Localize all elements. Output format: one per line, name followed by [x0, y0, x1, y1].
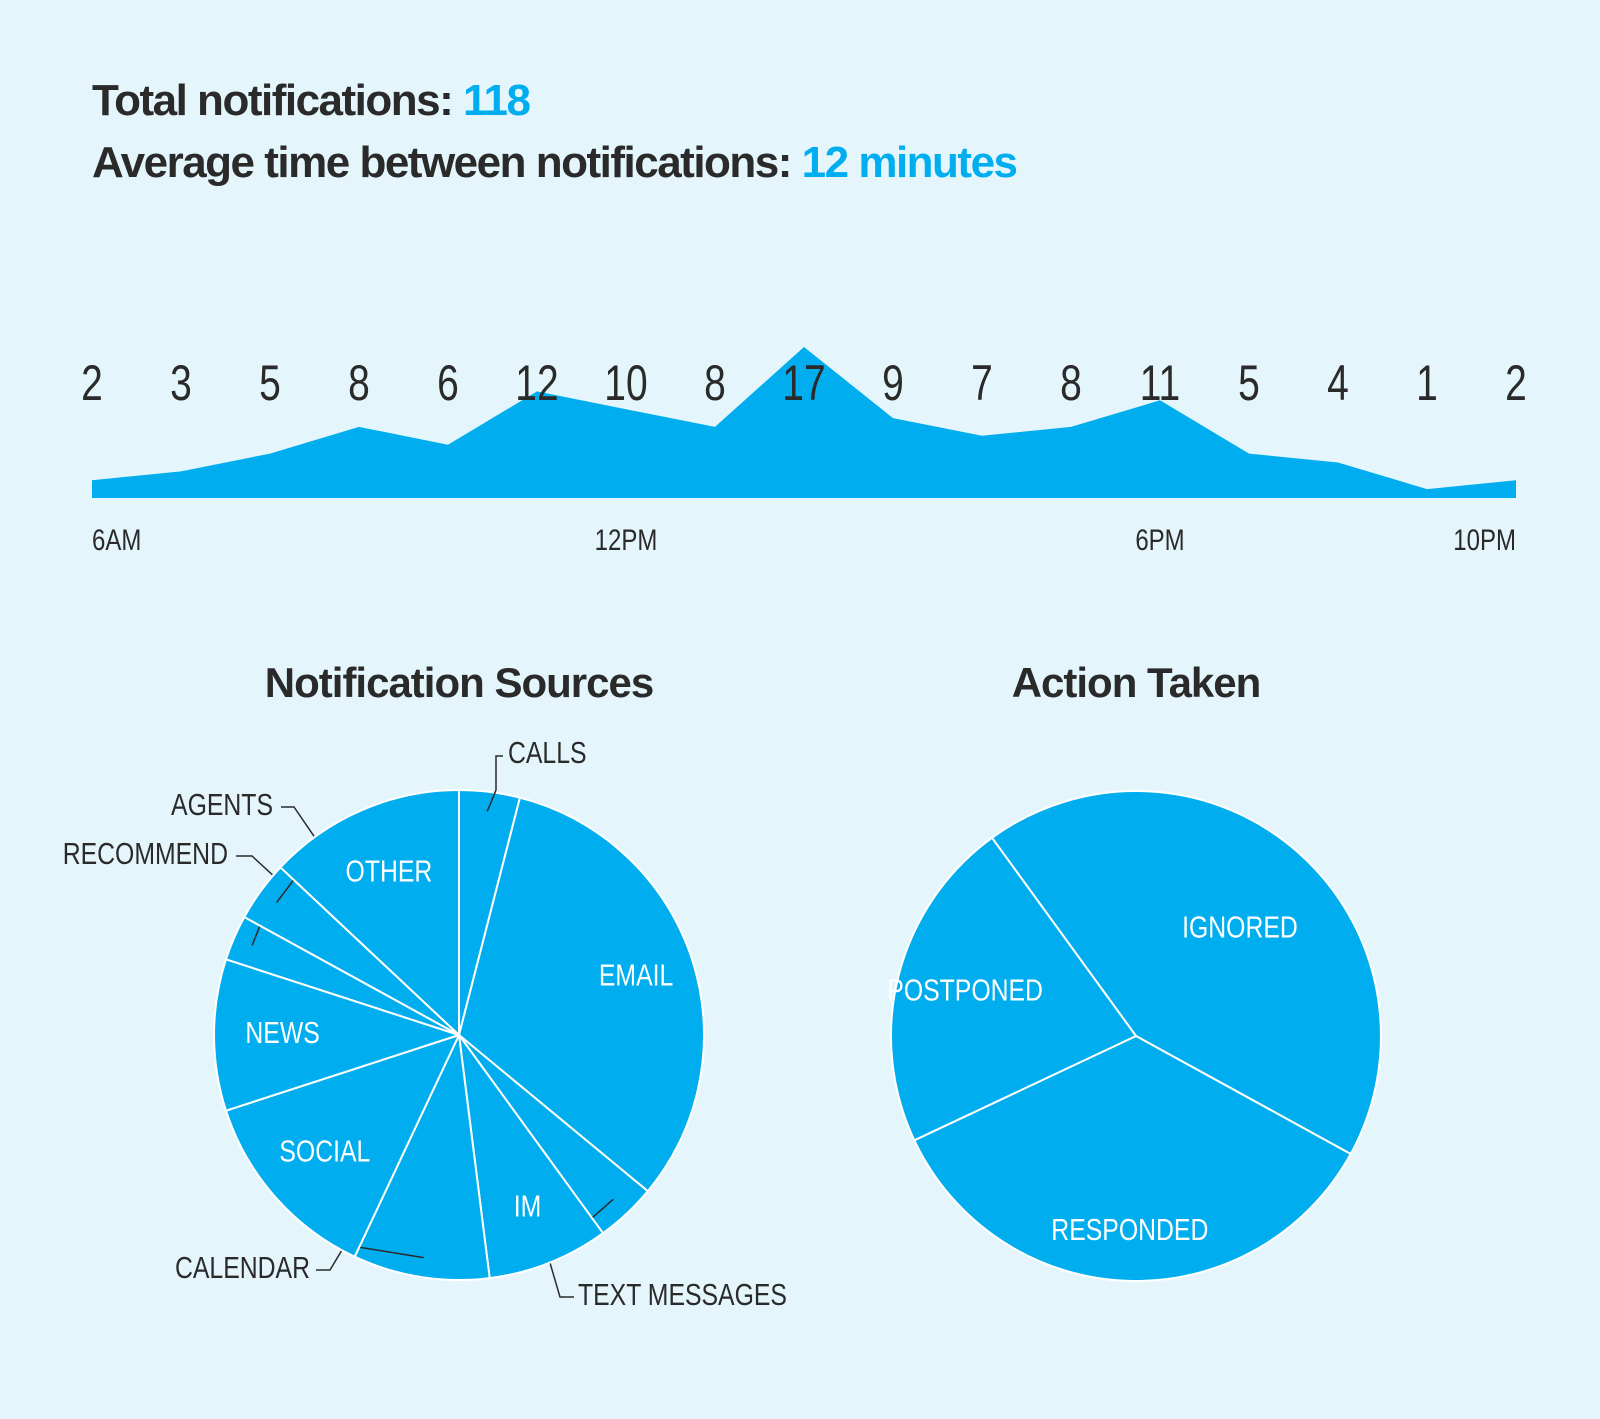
- slice-label: IM: [514, 1189, 542, 1223]
- x-tick-label: 10PM: [1453, 522, 1516, 556]
- slice-label: SOCIAL: [279, 1134, 370, 1168]
- slice-label: CALENDAR: [175, 1251, 310, 1285]
- area-value-label: 2: [1505, 354, 1527, 411]
- total-notifications-label: Total notifications:: [92, 76, 454, 125]
- slice-label: NEWS: [245, 1016, 319, 1050]
- area-value-label: 9: [882, 354, 904, 411]
- slice-label: OTHER: [346, 854, 433, 888]
- slice-label: TEXT MESSAGES: [578, 1278, 787, 1312]
- leader-line: [316, 1244, 424, 1271]
- slice-label: RESPONDED: [1051, 1212, 1208, 1246]
- x-tick-label: 12PM: [595, 522, 658, 556]
- action-taken-chart: Action Taken IGNORED RESPONDED POSTPONED: [887, 659, 1382, 1282]
- average-time-label: Average time between notifications:: [92, 138, 792, 187]
- average-time-stat: Average time between notifications: 12 m…: [92, 132, 1018, 194]
- area-value-label: 1: [1416, 354, 1438, 411]
- slice-label: EMAIL: [599, 958, 673, 992]
- slice-label: POSTPONED: [887, 973, 1043, 1007]
- x-tick-label: 6PM: [1135, 522, 1184, 556]
- pie-slice-postponed: [890, 836, 1137, 1142]
- area-value-label: 6: [437, 354, 459, 411]
- area-value-label: 7: [971, 354, 993, 411]
- area-value-label: 11: [1140, 354, 1180, 411]
- pie-slice-ignored: [991, 790, 1382, 1155]
- pie-title: Notification Sources: [265, 659, 653, 706]
- total-notifications-stat: Total notifications: 118: [92, 70, 1017, 132]
- area-value-label: 2: [81, 354, 103, 411]
- total-notifications-value: 118: [463, 76, 531, 125]
- area-value-label: 17: [782, 354, 825, 411]
- area-value-label: 3: [170, 354, 192, 411]
- pie-slice-news: [213, 958, 460, 1112]
- leader-line: [486, 755, 503, 812]
- area-value-label: 5: [1238, 354, 1260, 411]
- x-tick-label: 6AM: [92, 522, 141, 556]
- pie-slice-email: [458, 796, 706, 1193]
- area-value-label: 5: [259, 354, 281, 411]
- notifications-area: [92, 347, 1516, 498]
- slice-label: RECOMMEND: [63, 837, 228, 871]
- pie-slice-social: [225, 1034, 460, 1258]
- pie-title: Action Taken: [1012, 659, 1261, 706]
- area-value-label: 8: [704, 354, 726, 411]
- area-value-label: 8: [1060, 354, 1082, 411]
- average-time-value: 12 minutes: [801, 138, 1018, 187]
- pie-slice-im: [458, 1034, 604, 1280]
- area-value-label: 8: [348, 354, 370, 411]
- slice-label: IGNORED: [1182, 910, 1298, 944]
- area-value-label: 10: [604, 354, 647, 411]
- pie-slice-responded: [913, 1035, 1352, 1282]
- summary-stats: Total notifications: 118 Average time be…: [92, 70, 1018, 194]
- slice-label: CALLS: [508, 736, 587, 770]
- notification-sources-chart: Notification Sources CALLS EMAIL TEXT MESSA…: [63, 659, 787, 1312]
- pie-slice-other: [279, 789, 460, 1036]
- slice-label: AGENTS: [171, 788, 273, 822]
- area-value-label: 4: [1327, 354, 1349, 411]
- area-value-label: 12: [515, 354, 558, 411]
- pie-slice-calendar: [353, 1034, 491, 1281]
